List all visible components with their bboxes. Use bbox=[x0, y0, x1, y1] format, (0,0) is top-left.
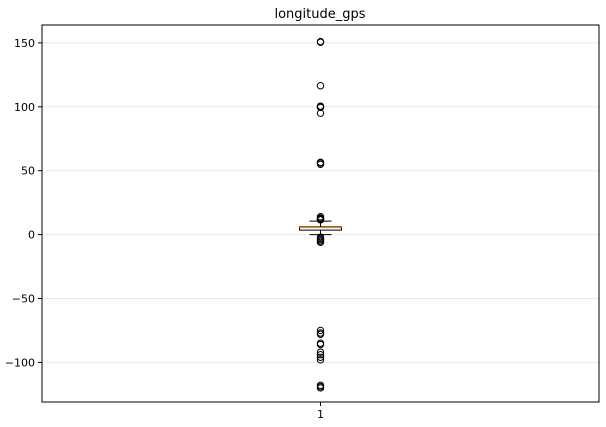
outlier-point bbox=[316, 356, 325, 364]
outlier-point bbox=[316, 348, 325, 356]
outlier-point bbox=[316, 353, 325, 361]
x-tick-label: 1 bbox=[317, 408, 324, 421]
outlier-point bbox=[316, 38, 325, 46]
outlier-point bbox=[316, 216, 325, 224]
y-tick-label: 50 bbox=[21, 165, 35, 178]
outlier-point bbox=[316, 238, 325, 246]
outlier-point bbox=[316, 340, 325, 349]
outlier-point bbox=[316, 326, 325, 335]
outlier-point bbox=[316, 82, 325, 90]
x-axis: 1 bbox=[317, 402, 324, 421]
y-tick-label: 100 bbox=[14, 101, 35, 114]
y-tick-label: −100 bbox=[5, 356, 35, 369]
outliers bbox=[316, 37, 325, 392]
y-axis: −100 −50 0 50 100 150 bbox=[5, 37, 42, 369]
outlier-point bbox=[316, 160, 325, 168]
y-tick-label: 150 bbox=[14, 37, 35, 50]
plot-frame bbox=[41, 24, 600, 403]
outlier-point bbox=[316, 351, 325, 359]
iqr-box bbox=[299, 226, 342, 231]
outlier-point bbox=[316, 109, 325, 117]
y-tick-label: 0 bbox=[28, 229, 35, 242]
outlier-point bbox=[316, 330, 325, 338]
gridlines bbox=[42, 42, 599, 363]
outlier-point bbox=[316, 384, 325, 392]
chart-title: longitude_gps bbox=[274, 7, 365, 22]
outlier-point bbox=[316, 103, 325, 112]
y-tick-label: −50 bbox=[12, 292, 35, 305]
